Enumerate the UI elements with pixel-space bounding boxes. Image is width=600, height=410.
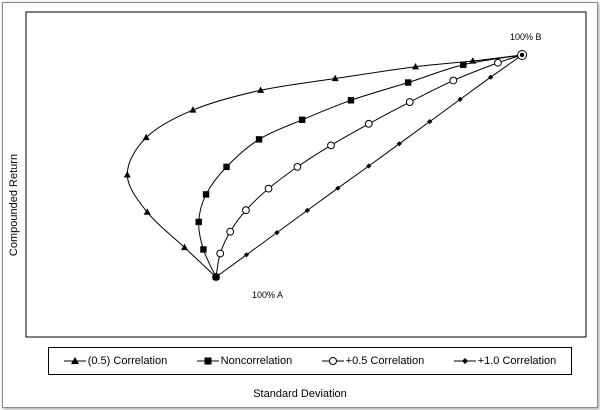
legend-item-noncorrelation: Noncorrelation <box>196 355 293 367</box>
series-3-point-6 <box>396 141 402 147</box>
series-1-point-4 <box>223 163 230 171</box>
legend-diamond-icon <box>453 358 476 364</box>
series-2-point-3 <box>242 206 250 215</box>
y-axis-title: Compounded Return <box>8 154 20 256</box>
series-2-point-6 <box>327 141 335 150</box>
series-3-point-7 <box>427 119 433 125</box>
y-axis-title-box: Compounded Return <box>8 154 20 256</box>
series-3-point-4 <box>335 185 341 191</box>
series-0-point-2 <box>143 208 151 215</box>
plot-area <box>25 11 587 338</box>
legend-triangle-icon <box>63 357 86 364</box>
series-line-0 <box>126 54 523 278</box>
legend-item-pos-05: +0.5 Correlation <box>321 355 425 367</box>
series-3-point-3 <box>304 207 310 213</box>
series-1-point-3 <box>202 191 210 198</box>
series-0-point-4 <box>142 133 150 141</box>
series-2-point-1 <box>216 249 225 258</box>
series-1-point-1 <box>200 246 207 253</box>
series-3-point-2 <box>274 230 280 236</box>
series-1-point-2 <box>195 218 202 226</box>
series-2-point-10 <box>494 58 502 67</box>
legend-label: (0.5) Correlation <box>87 355 168 367</box>
endpoint-b-marker-core <box>519 52 525 58</box>
series-0-point-7 <box>331 74 339 82</box>
series-2-point-7 <box>364 119 373 128</box>
legend-item-neg-05: (0.5) Correlation <box>63 355 168 367</box>
series-0-point-5 <box>189 106 197 113</box>
legend-open-circle-icon <box>321 357 344 365</box>
series-2-point-9 <box>449 76 458 85</box>
series-2-point-2 <box>226 227 235 236</box>
legend-item-pos-10: +1.0 Correlation <box>453 355 557 367</box>
series-3-point-8 <box>457 96 463 102</box>
legend-square-icon <box>196 357 219 365</box>
series-1-point-8 <box>404 79 412 86</box>
legend-label: Noncorrelation <box>220 355 293 367</box>
series-0-point-1 <box>181 243 189 251</box>
series-1-point-9 <box>460 61 467 68</box>
legend: (0.5) Correlation Noncorrelation +0.5 Co… <box>48 347 572 375</box>
series-1-point-5 <box>255 136 263 143</box>
series-2-point-4 <box>264 184 273 193</box>
endpoint-a-marker <box>212 273 220 281</box>
legend-label: +1.0 Correlation <box>477 355 557 367</box>
annotation-100-b: 100% B <box>510 32 542 42</box>
annotation-100-a: 100% A <box>252 290 283 300</box>
series-0-point-6 <box>257 86 265 93</box>
series-2-point-8 <box>405 98 414 106</box>
series-3-point-9 <box>488 74 494 80</box>
series-1-point-7 <box>347 97 355 104</box>
series-3-point-5 <box>366 163 372 169</box>
series-0-point-8 <box>412 62 420 70</box>
legend-label: +0.5 Correlation <box>345 355 425 367</box>
series-3-point-1 <box>243 252 250 258</box>
series-layer <box>123 50 528 281</box>
x-axis-title: Standard Deviation <box>253 388 347 400</box>
series-1-point-6 <box>298 116 306 124</box>
series-2-point-5 <box>293 162 302 171</box>
series-0-point-3 <box>123 171 131 178</box>
